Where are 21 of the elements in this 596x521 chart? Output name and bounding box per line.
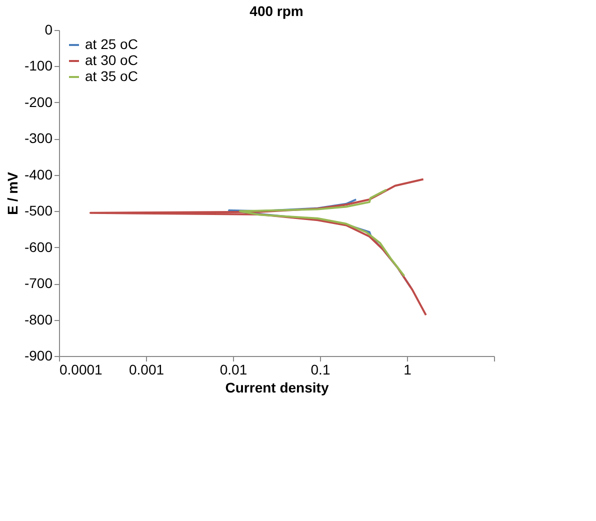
x-axis-title: Current density: [225, 380, 329, 396]
legend-label: at 30 oC: [85, 52, 138, 68]
y-tick-label: -100: [24, 58, 53, 74]
y-tick-label: -800: [24, 311, 53, 328]
x-tick-label: 0.001: [128, 362, 164, 378]
y-tick-label: -900: [24, 348, 53, 364]
chart-title: 400 rpm: [250, 3, 304, 19]
x-tick-label: 1: [404, 362, 412, 378]
x-tick-label: 0.1: [310, 362, 330, 378]
legend-label: at 25 oC: [85, 36, 138, 52]
y-tick-label: -400: [24, 166, 53, 182]
y-tick-label: -700: [24, 275, 53, 292]
x-tick-label: 0.0001: [60, 362, 103, 378]
y-axis-title: E / mV: [4, 171, 20, 215]
y-tick-label: -600: [24, 238, 53, 255]
legend-label: at 35 oC: [85, 68, 138, 84]
x-tick-label: 0.01: [220, 362, 248, 378]
y-tick-label: -200: [24, 94, 53, 110]
y-tick-label: -300: [24, 130, 53, 146]
y-tick-label: 0: [44, 22, 53, 38]
y-tick-label: -500: [24, 202, 53, 219]
